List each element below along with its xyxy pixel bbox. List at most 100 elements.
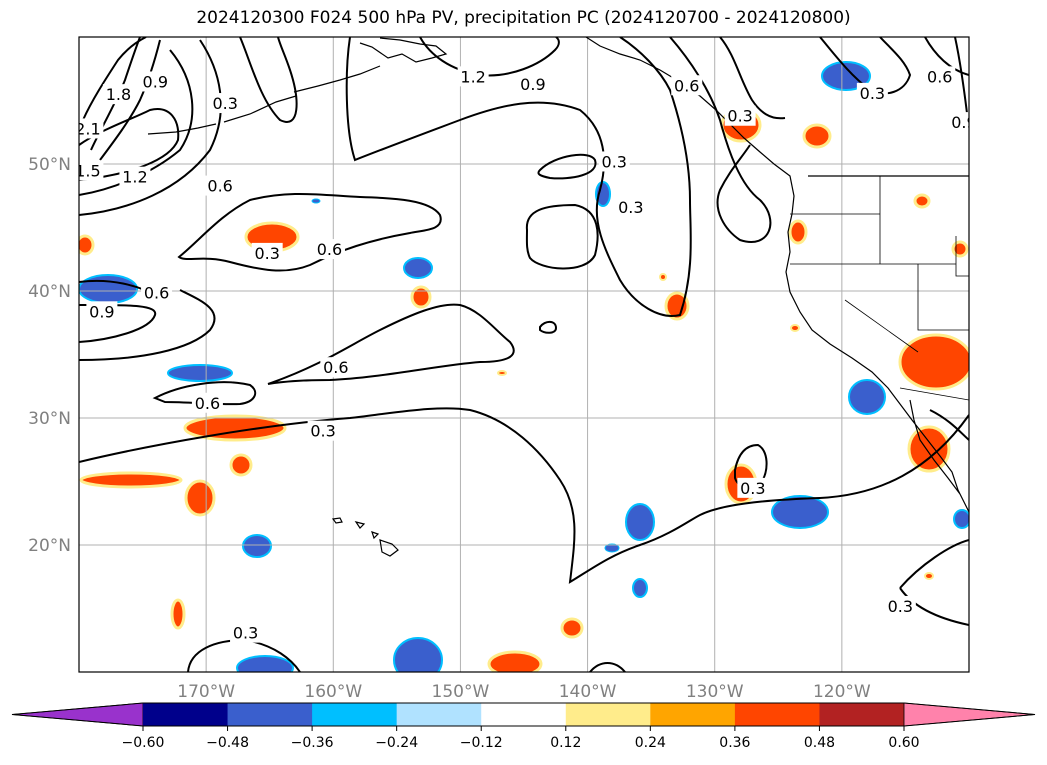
precip-blob: [848, 379, 886, 415]
precip-blob: [487, 650, 543, 672]
pv-contour: [177, 192, 442, 272]
lon-tick-label: 150°W: [432, 682, 490, 702]
pv-contour: [537, 153, 597, 180]
contour-label-bg: [141, 282, 173, 303]
colorbar-segment: [227, 703, 313, 726]
pv-contour: [924, 37, 969, 76]
colorbar-segment: [734, 703, 820, 726]
lon-tick-label: 130°W: [686, 682, 744, 702]
contour-label: 0.6: [674, 76, 699, 95]
lat-tick-label: 50°N: [28, 155, 71, 175]
contour-label: 0.3: [740, 479, 765, 498]
pv-contour: [267, 303, 515, 385]
contour-label-bg: [615, 197, 647, 218]
precip-blob: [625, 503, 655, 541]
contour-label: 0.6: [323, 358, 348, 377]
precip-blob: [79, 274, 138, 304]
colorbar-tick-label: 0.60: [888, 735, 919, 751]
precip-blob: [924, 572, 934, 580]
precip-blob: [236, 655, 294, 672]
contour-label-bg: [320, 357, 352, 378]
precip-blob: [771, 495, 829, 529]
contour-label: 1.5: [75, 161, 100, 180]
contour-label: 0.3: [212, 94, 237, 113]
colorbar-segment: [565, 703, 651, 726]
contour-label-bg: [517, 73, 549, 94]
lon-tick-label: 170°W: [177, 682, 235, 702]
coastline-alaska: [147, 37, 448, 135]
contour-label: 0.3: [233, 624, 258, 643]
contour-label-bg: [457, 66, 489, 87]
pv-contour: [929, 409, 969, 441]
longitude-labels: 170°W 160°W 150°W 140°W 130°W 120°W: [177, 682, 871, 702]
contour-label-bg: [204, 175, 236, 196]
border-us-states: [790, 176, 969, 401]
colorbar-under-arrow: [11, 702, 144, 727]
lat-lon-grid: [79, 37, 969, 672]
contour-label-bg: [924, 66, 956, 87]
contour-label: 0.6: [207, 177, 232, 196]
precip-blob: [170, 598, 186, 630]
precip-blob: [790, 324, 800, 332]
lat-tick-label: 20°N: [28, 536, 71, 556]
colorbar-segment: [481, 703, 567, 726]
pv-contour: [539, 320, 558, 334]
contour-label-bg: [119, 166, 151, 187]
contour-label-bg: [598, 151, 630, 172]
precip-blob: [229, 453, 253, 477]
colorbar-tick-label: −0.24: [375, 735, 418, 751]
precip-blob: [802, 123, 832, 149]
contour-label: 0.3: [254, 244, 279, 263]
precip-blob: [560, 617, 584, 639]
precip-blob: [632, 578, 648, 598]
contour-label: 0.6: [317, 240, 342, 259]
contour-labels: 0.9 0.3 1.8 2.1 1.5 1.2 0.6 0.3 0.6 0.6 0.9 0.6 0.6 0…: [75, 66, 969, 643]
contour-label: 1.2: [460, 67, 485, 86]
lat-tick-label: 40°N: [28, 282, 71, 302]
pv-contour: [899, 539, 969, 626]
precip-blob: [898, 333, 969, 391]
precip-blob: [497, 370, 507, 376]
precip-blob: [403, 257, 433, 279]
precipitation-shading: [79, 61, 969, 672]
lat-tick-label: 30°N: [28, 409, 71, 429]
colorbar-over-arrow: [903, 702, 1036, 727]
contour-label-bg: [79, 118, 104, 139]
colorbar-segment: [312, 703, 398, 726]
map-title: 2024120300 F024 500 hPa PV, precipitatio…: [196, 8, 851, 28]
colorbar-tick-label: 0.24: [635, 735, 666, 751]
precip-blob: [311, 198, 321, 204]
coastlines: [147, 37, 969, 557]
colorbar-segment: [650, 703, 736, 726]
pv-contour: [819, 37, 912, 95]
pv-contour: [79, 49, 194, 196]
pv-contour: [79, 289, 216, 361]
contour-label: 0.9: [520, 75, 545, 94]
colorbar-tick-label: −0.60: [122, 735, 165, 751]
precip-blob: [788, 219, 808, 245]
colorbar-tick-label: 0.36: [719, 735, 750, 751]
colorbar-tick-label: 0.48: [804, 735, 835, 751]
precip-blob: [79, 234, 95, 256]
contour-label-bg: [884, 595, 916, 616]
colorbar-tick-label: −0.12: [460, 735, 503, 751]
pv-contour: [79, 407, 969, 584]
lon-tick-label: 120°W: [813, 682, 871, 702]
contour-label: 0.6: [195, 394, 220, 413]
contour-label: 0.9: [143, 72, 168, 91]
lon-tick-label: 160°W: [304, 682, 362, 702]
pv-contour: [82, 37, 147, 121]
colorbar-segment: [143, 703, 229, 726]
contour-label-bg: [209, 93, 241, 114]
latitude-labels: 50°N 40°N 30°N 20°N: [28, 155, 71, 556]
precip-blob: [167, 364, 233, 382]
contour-label-bg: [86, 301, 118, 322]
pv-contours: [79, 37, 969, 672]
contour-label-bg: [737, 477, 769, 498]
colorbar-tick-label: −0.36: [291, 735, 334, 751]
precip-blob: [951, 240, 969, 258]
contour-label: 0.3: [860, 84, 885, 103]
precip-blob: [410, 285, 432, 309]
contour-label-bg: [102, 84, 134, 105]
